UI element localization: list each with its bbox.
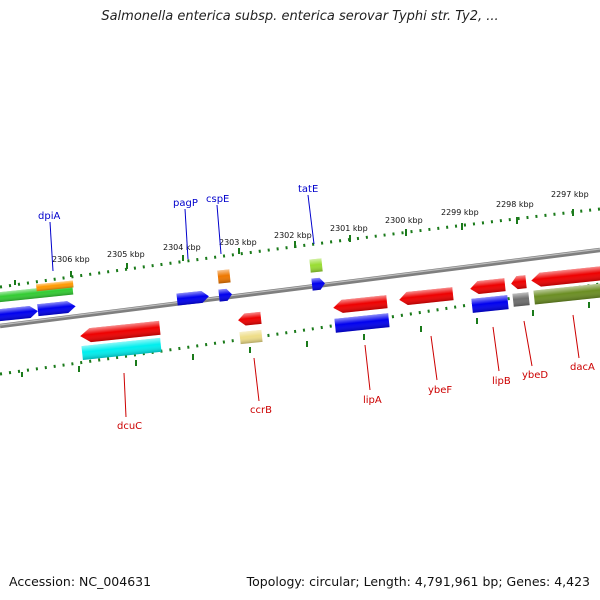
scale-label-2306: 2306 kbp <box>52 255 90 264</box>
scale-labels: 2306 kbp 2305 kbp 2304 kbp 2303 kbp 2302… <box>52 190 589 264</box>
scale-label-2297: 2297 kbp <box>551 190 589 199</box>
gene-label-dacA[interactable]: dacA <box>570 362 595 373</box>
reverse-features <box>80 265 600 361</box>
scale-label-2301: 2301 kbp <box>330 224 368 233</box>
label-leaders <box>49 194 580 418</box>
leader-pagP <box>184 208 189 260</box>
scale-label-2305: 2305 kbp <box>107 250 145 259</box>
map-title: Salmonella enterica subsp. enterica sero… <box>101 9 499 24</box>
inner-scale-track <box>0 282 600 377</box>
gene-labels-reverse: dcuC ccrB lipA ybeF lipB ybeD dacA <box>117 362 595 432</box>
scale-label-2304: 2304 kbp <box>163 243 201 252</box>
leader-cspE <box>216 204 222 255</box>
gene-label-pagP[interactable]: pagP <box>173 198 198 209</box>
leader-dpiA <box>49 221 54 272</box>
scale-label-2302: 2302 kbp <box>274 231 312 240</box>
leader-dcuC <box>123 372 127 418</box>
outer-scale-major-ticks <box>14 209 574 285</box>
gene-label-ccrB[interactable]: ccrB <box>250 405 272 416</box>
leader-tatE <box>307 194 315 245</box>
leader-lipB <box>492 326 500 372</box>
scale-label-2303: 2303 kbp <box>219 238 257 247</box>
accession-text: Accession: NC_004631 <box>9 574 152 589</box>
inner-scale-major-ticks <box>21 302 590 377</box>
gene-label-lipA[interactable]: lipA <box>363 395 382 406</box>
topology-text: Topology: circular; Length: 4,791,961 bp… <box>246 574 590 589</box>
gene-label-lipB[interactable]: lipB <box>492 376 511 387</box>
gene-label-cspE[interactable]: cspE <box>206 194 229 205</box>
outer-scale-track <box>0 207 600 289</box>
gene-labels-forward: dpiA pagP cspE tatE <box>38 184 318 222</box>
scale-label-2299: 2299 kbp <box>441 208 479 217</box>
leader-lipA <box>364 344 371 391</box>
gene-label-ybeF[interactable]: ybeF <box>428 385 452 396</box>
gene-label-dcuC[interactable]: dcuC <box>117 421 142 432</box>
forward-features <box>0 258 325 322</box>
outer-scale-dots <box>0 207 600 289</box>
leader-ybeD <box>523 320 533 367</box>
scale-label-2298: 2298 kbp <box>496 200 534 209</box>
scale-label-2300: 2300 kbp <box>385 216 423 225</box>
gene-label-dpiA[interactable]: dpiA <box>38 211 60 222</box>
genome-backbone-highlight <box>0 248 600 326</box>
leader-ybeF <box>430 335 438 381</box>
leader-dacA <box>572 314 580 359</box>
genome-backbone <box>0 247 600 329</box>
gene-label-tatE[interactable]: tatE <box>298 184 318 195</box>
leader-ccrB <box>253 357 260 402</box>
gene-label-ybeD[interactable]: ybeD <box>522 370 548 381</box>
